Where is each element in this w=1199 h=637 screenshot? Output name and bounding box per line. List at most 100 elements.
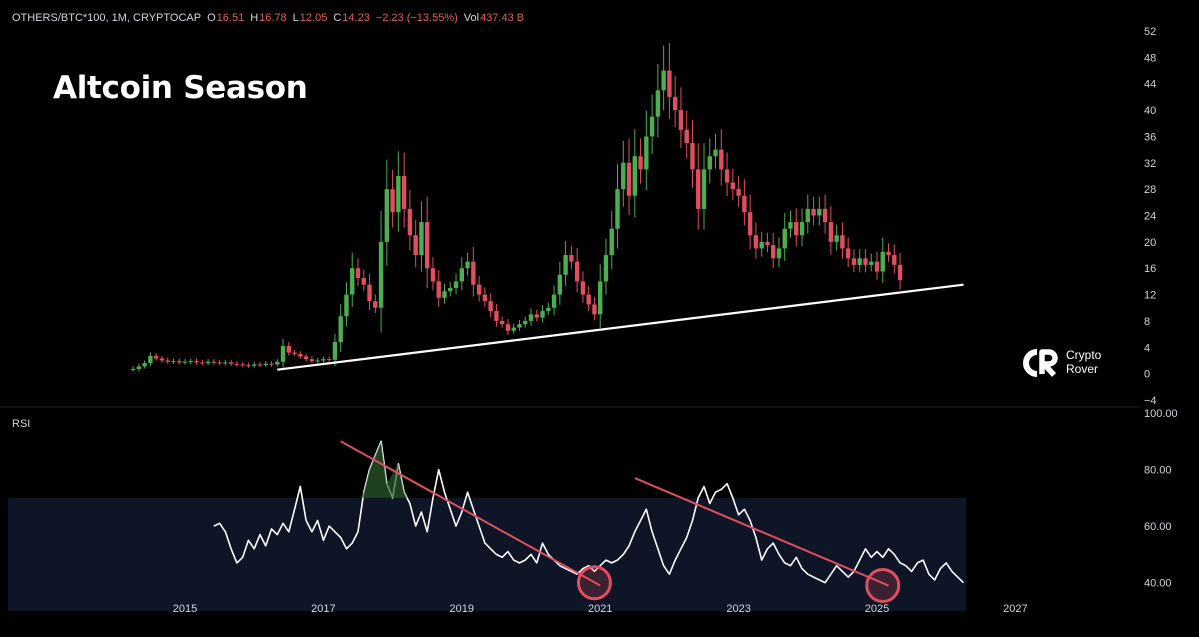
time-axis-tick: 2023 [726,603,750,615]
candle-body [880,251,885,272]
candle-body [223,362,228,364]
candle [771,232,776,269]
candle [384,159,390,266]
candle-body [200,362,205,364]
candle-body [344,294,349,317]
candle-body [874,261,880,272]
candle-body [194,361,199,363]
price-axis-tick: 52 [1144,26,1156,38]
candle [534,309,539,322]
rsi-breakout-circle-2 [865,568,901,604]
price-axis-tick: 16 [1144,263,1156,275]
brand-line-2: Rover [1066,362,1099,376]
candle-body [747,212,753,236]
close-label: C [333,12,342,24]
candle-body [419,222,424,256]
candle [880,237,885,283]
candle-body [603,255,609,282]
time-axis-tick: 2019 [450,603,474,615]
candle-body [592,304,597,315]
candle-body [771,245,776,259]
candle [794,208,799,247]
candle-body [638,156,643,170]
candle-body [448,287,453,292]
price-axis-tick: 44 [1144,79,1156,91]
candle [205,359,211,366]
candle [275,359,280,367]
candle-body [252,364,257,366]
candle-body [257,364,263,366]
candle [211,359,217,365]
candle-body [644,136,649,170]
candle [609,210,614,270]
candle [350,252,355,308]
candle [511,323,516,334]
candle-body [511,327,516,331]
candle [471,246,476,297]
candle [505,318,511,336]
candle [303,353,309,362]
candle-body [378,241,384,308]
candle-body [246,365,251,367]
candle-body [350,268,355,295]
candle-body [517,324,522,328]
candle [165,357,170,364]
candle [448,281,453,297]
candle-body [765,241,770,246]
candle [603,238,609,295]
candle-body [730,182,736,190]
candle-body [857,258,862,265]
low-value: 12.05 [299,12,328,24]
candle [840,222,845,259]
candle-body [805,208,810,223]
candle [499,316,505,328]
candle [626,138,632,216]
candle-body [822,208,828,223]
candle [799,208,805,247]
candle [413,220,418,268]
candle [430,257,436,291]
candle [298,351,303,359]
candle [188,358,193,364]
candle-body [263,363,268,366]
candle [811,196,816,226]
candle [200,359,205,366]
candle [638,138,643,184]
candle-body [851,258,857,265]
candle [851,249,857,273]
candle [684,110,689,159]
candle [425,196,430,289]
candle-body [136,366,142,370]
candle [159,355,165,363]
candle-body [713,149,718,157]
candle-body [390,189,395,213]
candle-body [869,261,874,265]
candle [742,179,747,226]
candle-body [863,258,868,265]
candle [719,129,724,186]
candle [465,252,470,276]
rsi-trendline-1 [340,440,601,587]
candle-body [396,175,401,213]
candle [580,271,586,303]
candle-body [413,235,418,256]
candle-body [384,189,390,242]
candle [240,361,245,368]
candle-body [557,274,563,295]
candle-body [649,116,655,137]
price-axis-tick: 8 [1144,316,1150,328]
candle-body [661,70,666,91]
candle [678,87,684,149]
candle [736,175,741,207]
symbol-name: OTHERS/BTC*100, 1M, CRYPTOCAP [12,12,202,24]
low-label: L [292,12,299,24]
candle [661,45,666,111]
candle [753,222,759,259]
candle-body [321,359,326,361]
candle [459,257,464,291]
candle-body [615,189,620,229]
price-axis-tick: 40 [1144,105,1156,117]
candle-body [211,361,217,363]
candle [765,232,770,253]
price-axis-tick: 48 [1144,52,1156,64]
